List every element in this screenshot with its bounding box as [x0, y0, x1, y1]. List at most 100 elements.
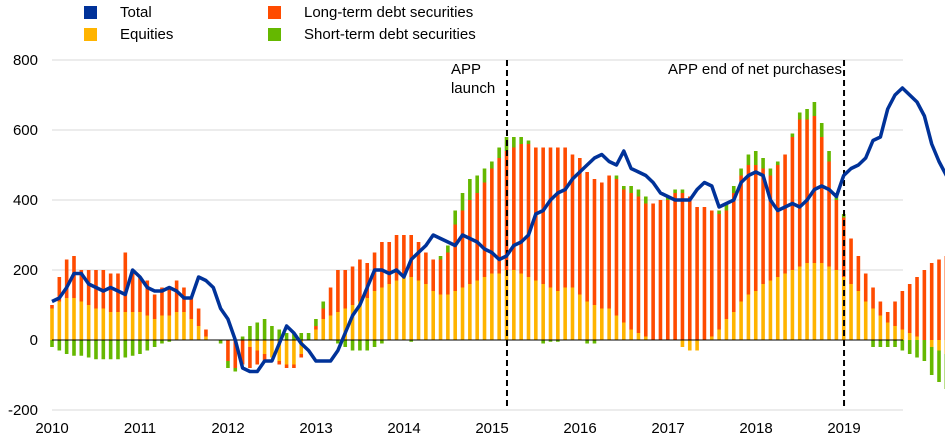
bar — [819, 263, 824, 340]
bar — [680, 189, 685, 193]
bar — [724, 210, 729, 319]
bar — [94, 340, 98, 360]
bar — [929, 340, 934, 347]
y-tick-label: 200 — [13, 262, 38, 279]
bar — [680, 340, 685, 347]
bar — [79, 270, 84, 302]
bar — [438, 256, 443, 260]
bar — [343, 308, 348, 340]
bar — [629, 329, 633, 340]
bar — [292, 364, 296, 368]
bar — [233, 340, 238, 368]
bar — [116, 312, 120, 340]
bar — [438, 294, 443, 340]
bar — [621, 322, 626, 340]
bar — [240, 340, 245, 365]
bar — [592, 179, 597, 305]
bar — [446, 245, 450, 253]
bar — [636, 189, 641, 197]
bar — [871, 340, 875, 347]
bar — [643, 203, 648, 337]
bar — [900, 340, 905, 351]
bar — [761, 158, 765, 169]
bar — [885, 340, 890, 347]
bar — [86, 270, 91, 305]
bar — [585, 301, 589, 340]
x-tick-label: 2016 — [563, 420, 596, 437]
bar — [240, 336, 245, 340]
bar — [929, 347, 934, 375]
bar — [314, 319, 318, 326]
bar — [196, 326, 201, 340]
bar — [446, 252, 450, 295]
legend-label: Equities — [120, 26, 173, 43]
bar — [885, 312, 890, 323]
bar — [50, 308, 54, 340]
bar — [64, 298, 69, 340]
bar — [563, 147, 567, 288]
bar — [321, 308, 326, 319]
bar — [380, 242, 384, 288]
bar — [262, 340, 267, 354]
bar — [167, 315, 172, 340]
bar — [138, 340, 142, 354]
bar — [350, 266, 355, 305]
bar — [460, 210, 465, 288]
bar — [849, 284, 853, 340]
bar — [145, 340, 150, 351]
bar — [314, 329, 318, 340]
bar — [72, 340, 76, 356]
bar — [746, 154, 751, 165]
bar — [739, 175, 743, 302]
bar — [519, 273, 523, 340]
bar — [600, 308, 604, 340]
bar — [695, 340, 699, 351]
bar — [438, 259, 443, 295]
bar — [783, 154, 787, 274]
bar — [138, 277, 142, 312]
bar — [416, 242, 421, 281]
bar — [863, 273, 868, 302]
bar — [512, 270, 516, 340]
bar — [402, 277, 406, 340]
bar — [797, 112, 802, 120]
bar — [72, 298, 76, 340]
bar — [812, 263, 817, 340]
bar — [900, 291, 905, 330]
bar — [592, 340, 597, 344]
bar — [284, 333, 289, 340]
bar — [336, 270, 340, 312]
bar — [321, 301, 326, 309]
bar — [468, 200, 472, 284]
bar — [731, 186, 736, 193]
bar — [86, 305, 91, 340]
bar — [805, 119, 809, 263]
bar — [585, 340, 589, 344]
bar — [856, 256, 861, 291]
bar — [460, 193, 465, 211]
annotation-markers — [505, 60, 846, 410]
bar — [790, 133, 795, 137]
bar — [607, 308, 611, 340]
bar — [123, 340, 128, 358]
bar — [453, 291, 457, 340]
bar — [475, 175, 479, 193]
bar — [182, 287, 186, 312]
bar — [937, 259, 941, 340]
bar — [849, 238, 853, 284]
bar — [497, 158, 501, 274]
bar — [607, 175, 611, 309]
bar — [475, 193, 479, 281]
annotations: APP launch APP end of net purchases — [451, 61, 842, 97]
bar — [643, 196, 648, 204]
bar — [86, 340, 91, 358]
bar — [592, 305, 597, 340]
bar — [79, 301, 84, 340]
bar — [885, 322, 890, 340]
bar — [490, 168, 494, 274]
bar — [424, 284, 428, 340]
x-tick-label: 2012 — [211, 420, 244, 437]
bar — [512, 137, 516, 148]
bar — [570, 154, 575, 288]
bar — [922, 340, 927, 361]
